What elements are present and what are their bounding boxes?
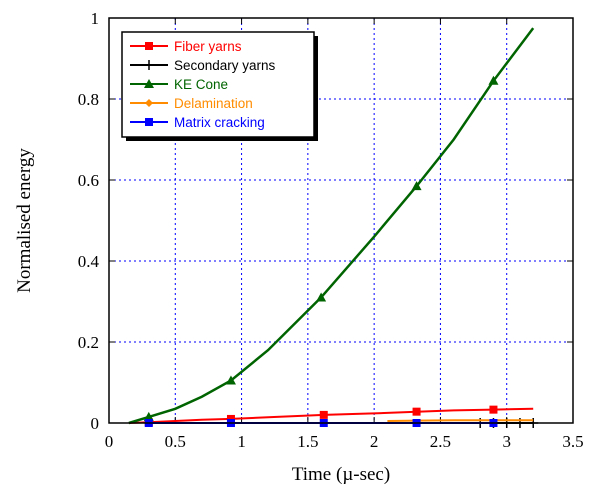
y-tick-label: 1 bbox=[91, 9, 100, 28]
grid bbox=[109, 18, 573, 423]
legend-item: Matrix cracking bbox=[130, 115, 265, 130]
series-ke-cone bbox=[128, 27, 535, 425]
x-tick-label: 2.5 bbox=[430, 432, 451, 451]
tick-labels: 0 0.5 1 1.5 2 2.5 3 3.5 0 0.2 0.4 0.6 0.8 1 bbox=[78, 9, 584, 451]
y-tick-label: 0 bbox=[91, 414, 100, 433]
series-line-delamination bbox=[387, 419, 534, 422]
x-tick-label: 3.5 bbox=[562, 432, 583, 451]
legend-marker-secondary-yarns bbox=[144, 60, 154, 70]
data-point-ke-cone bbox=[488, 75, 499, 85]
legend-marker-ke-cone bbox=[144, 79, 154, 88]
data-point-fiber-yarns bbox=[319, 410, 328, 419]
x-tick-label: 1 bbox=[237, 432, 246, 451]
plot-frame bbox=[108, 17, 574, 424]
legend-label: KE Cone bbox=[174, 77, 228, 92]
y-tick-label: 0.8 bbox=[78, 90, 99, 109]
legend-marker-fiber-yarns bbox=[145, 42, 153, 50]
legend-label: Delamination bbox=[174, 96, 253, 111]
data-point-fiber-yarns bbox=[226, 414, 235, 423]
x-tick-label: 0 bbox=[105, 432, 114, 451]
y-tick-label: 0.6 bbox=[78, 171, 99, 190]
series-line-ke-cone bbox=[128, 27, 535, 425]
data-point-ke-cone bbox=[316, 292, 327, 302]
x-tick-label: 1.5 bbox=[297, 432, 318, 451]
series-line-fiber-yarns bbox=[128, 407, 534, 424]
x-tick-label: 2 bbox=[370, 432, 379, 451]
legend-item: KE Cone bbox=[130, 77, 228, 92]
legend-label: Fiber yarns bbox=[174, 39, 242, 54]
data-point-fiber-yarns bbox=[489, 405, 498, 414]
legend-label: Secondary yarns bbox=[174, 58, 276, 73]
legend-item: Secondary yarns bbox=[130, 58, 276, 73]
x-tick-label: 0.5 bbox=[165, 432, 186, 451]
data-point-ke-cone bbox=[411, 181, 422, 191]
legend-marker-delamination bbox=[145, 99, 153, 107]
legend-marker-matrix-cracking bbox=[145, 118, 153, 126]
y-axis-title: Normalised energy bbox=[14, 148, 35, 293]
y-tick-label: 0.4 bbox=[78, 252, 100, 271]
x-axis-title: Time (µ-sec) bbox=[292, 464, 390, 485]
legend: Fiber yarns Secondary yarns KE Cone Delamin… bbox=[121, 31, 318, 141]
data-point-fiber-yarns bbox=[412, 407, 421, 416]
legend-label: Matrix cracking bbox=[174, 115, 265, 130]
series-delamination bbox=[387, 419, 534, 422]
data-point-ke-cone bbox=[143, 411, 154, 421]
x-tick-label: 3 bbox=[502, 432, 511, 451]
legend-item: Delamination bbox=[130, 96, 253, 111]
y-tick-label: 0.2 bbox=[78, 333, 99, 352]
legend-item: Fiber yarns bbox=[130, 39, 242, 54]
data-point-ke-cone bbox=[225, 375, 236, 385]
